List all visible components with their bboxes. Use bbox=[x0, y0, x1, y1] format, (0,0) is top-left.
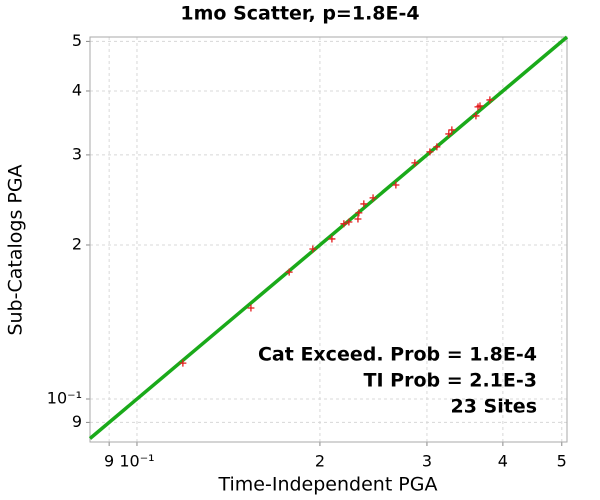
x-tick-label: 4 bbox=[498, 452, 508, 471]
annotation: Cat Exceed. Prob = 1.8E-4 bbox=[258, 344, 537, 366]
y-tick-label: 9 bbox=[72, 412, 82, 431]
point bbox=[340, 220, 348, 228]
point bbox=[448, 126, 456, 134]
point bbox=[328, 235, 336, 243]
point bbox=[369, 194, 377, 202]
x-tick-label: 9 bbox=[104, 452, 114, 471]
x-tick-label: 2 bbox=[315, 452, 325, 471]
point bbox=[411, 159, 419, 167]
point bbox=[345, 218, 353, 226]
point bbox=[433, 143, 441, 151]
x-tick-label: 10⁻¹ bbox=[119, 452, 154, 471]
point bbox=[179, 359, 187, 367]
y-tick-label: 5 bbox=[72, 31, 82, 50]
point bbox=[476, 102, 484, 110]
x-tick-label: 5 bbox=[557, 452, 567, 471]
point bbox=[392, 181, 400, 189]
x-tick-label: 3 bbox=[422, 452, 432, 471]
x-axis-label: Time-Independent PGA bbox=[217, 474, 437, 496]
point bbox=[445, 130, 453, 138]
plot-frame bbox=[89, 36, 568, 443]
chart-title: 1mo Scatter, p=1.8E-4 bbox=[180, 3, 419, 25]
point bbox=[309, 245, 317, 253]
annotation: 23 Sites bbox=[450, 396, 537, 418]
point bbox=[247, 304, 255, 312]
point bbox=[354, 215, 362, 223]
y-tick-label: 10⁻¹ bbox=[47, 388, 82, 407]
annotation: TI Prob = 2.1E-3 bbox=[364, 370, 538, 392]
point bbox=[486, 96, 494, 104]
reference-line bbox=[88, 35, 569, 440]
point bbox=[426, 148, 434, 156]
point bbox=[360, 200, 368, 208]
point bbox=[472, 112, 480, 120]
point bbox=[285, 268, 293, 276]
point bbox=[355, 209, 363, 217]
y-axis-label: Sub-Catalogs PGA bbox=[5, 164, 27, 335]
y-tick-label: 4 bbox=[72, 80, 82, 99]
y-tick-label: 2 bbox=[72, 234, 82, 253]
y-tick-label: 3 bbox=[72, 144, 82, 163]
